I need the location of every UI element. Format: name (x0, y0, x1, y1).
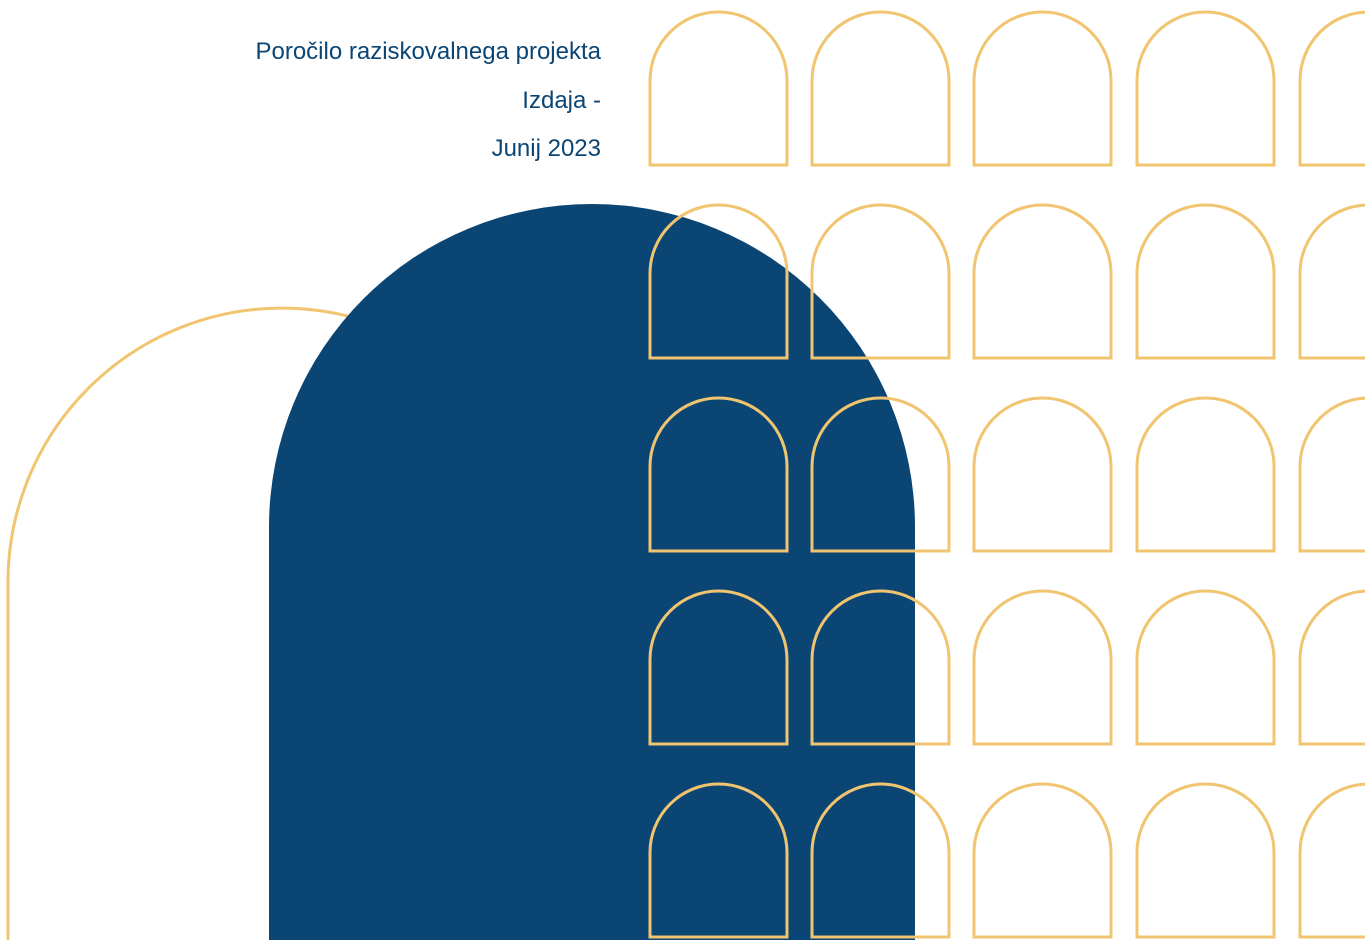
small-arch-r2-c4 (1135, 203, 1276, 360)
small-arch-r2-c3 (972, 203, 1113, 360)
small-arch-r1-c2 (810, 10, 951, 167)
small-arch-r3-c3 (972, 396, 1113, 553)
small-arch-r3-c5 (1298, 396, 1365, 553)
arch-grid (648, 10, 1365, 939)
small-arch-r4-c4 (1135, 589, 1276, 746)
small-arch-r5-c4 (1135, 782, 1276, 939)
small-arch-r4-c2 (810, 589, 951, 746)
small-arch-r3-c4 (1135, 396, 1276, 553)
small-arch-r5-c1 (648, 782, 789, 939)
report-title: Poročilo raziskovalnega projekta (255, 38, 601, 65)
small-arch-r1-c5 (1298, 10, 1365, 167)
small-arch-r3-c1 (648, 396, 789, 553)
small-arch-r4-c5 (1298, 589, 1365, 746)
small-arch-r5-c2 (810, 782, 951, 939)
small-arch-r1-c4 (1135, 10, 1276, 167)
small-arch-r4-c1 (648, 589, 789, 746)
small-arch-r2-c1 (648, 203, 789, 360)
publication-date: Junij 2023 (491, 135, 601, 162)
small-arch-r1-c3 (972, 10, 1113, 167)
small-arch-r2-c5 (1298, 203, 1365, 360)
small-arch-r4-c3 (972, 589, 1113, 746)
small-arch-r3-c2 (810, 396, 951, 553)
small-arch-r1-c1 (648, 10, 789, 167)
edition-label: Izdaja - (522, 87, 601, 114)
small-arch-r5-c5 (1298, 782, 1365, 939)
small-arch-r2-c2 (810, 203, 951, 360)
navy-arch-shape (269, 204, 915, 940)
small-arch-r5-c3 (972, 782, 1113, 939)
